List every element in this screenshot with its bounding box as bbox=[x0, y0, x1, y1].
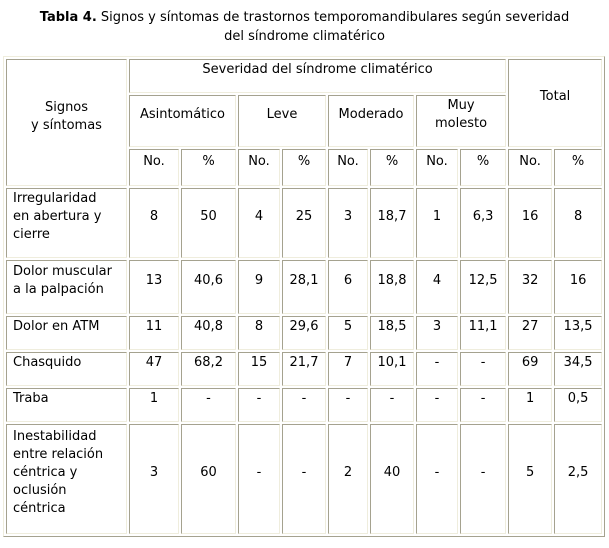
unit-header-no: No. bbox=[508, 149, 553, 186]
cell: - bbox=[460, 388, 507, 422]
cell: - bbox=[460, 424, 507, 534]
severity-header-asintomatico: Asintomático bbox=[129, 95, 236, 147]
cell: 50 bbox=[181, 188, 236, 258]
cell: 8 bbox=[129, 188, 179, 258]
signs-symptoms-table: Signos y síntomas Severidad del síndrome… bbox=[3, 56, 606, 537]
cell: - bbox=[460, 352, 507, 386]
table-caption: Tabla 4. Signos y síntomas de trastornos… bbox=[4, 8, 605, 46]
cell: 16 bbox=[508, 188, 553, 258]
table-row: Dolor en ATM 11 40,8 8 29,6 5 18,5 3 11,… bbox=[6, 316, 603, 350]
cell: - bbox=[181, 388, 236, 422]
table-row: Chasquido 47 68,2 15 21,7 7 10,1 - - 69 … bbox=[6, 352, 603, 386]
group-header-severidad: Severidad del síndrome climatérico bbox=[129, 59, 507, 93]
cell: 3 bbox=[328, 188, 368, 258]
cell: 25 bbox=[282, 188, 326, 258]
cell: 13,5 bbox=[554, 316, 603, 350]
header-row-units: No. % No. % No. % No. % No. % bbox=[6, 149, 603, 186]
cell: 1 bbox=[129, 388, 179, 422]
unit-header-no: No. bbox=[416, 149, 458, 186]
cell: 5 bbox=[508, 424, 553, 534]
cell: 4 bbox=[238, 188, 280, 258]
cell: 6,3 bbox=[460, 188, 507, 258]
cell: 15 bbox=[238, 352, 280, 386]
cell: 11 bbox=[129, 316, 179, 350]
cell: 13 bbox=[129, 260, 179, 314]
cell: 69 bbox=[508, 352, 553, 386]
cell: 27 bbox=[508, 316, 553, 350]
row-label: Inestabilidad entre relación céntrica y … bbox=[6, 424, 127, 534]
cell: 2 bbox=[328, 424, 368, 534]
unit-header-pct: % bbox=[181, 149, 236, 186]
cell: 3 bbox=[416, 316, 458, 350]
cell: 21,7 bbox=[282, 352, 326, 386]
severity-header-muy-molesto: Muy molesto bbox=[416, 95, 507, 147]
row-label: Irregularidad en abertura y cierre bbox=[6, 188, 127, 258]
cell: - bbox=[282, 424, 326, 534]
cell: 18,5 bbox=[370, 316, 414, 350]
cell: 4 bbox=[416, 260, 458, 314]
unit-header-no: No. bbox=[328, 149, 368, 186]
cell: 3 bbox=[129, 424, 179, 534]
unit-header-no: No. bbox=[129, 149, 179, 186]
header-row-group: Signos y síntomas Severidad del síndrome… bbox=[6, 59, 603, 186]
cell: 9 bbox=[238, 260, 280, 314]
severity-header-moderado: Moderado bbox=[328, 95, 414, 147]
cell: 40,8 bbox=[181, 316, 236, 350]
table-caption-number: Tabla 4. bbox=[39, 10, 97, 25]
row-label: Traba bbox=[6, 388, 127, 422]
cell: 68,2 bbox=[181, 352, 236, 386]
cell: 5 bbox=[328, 316, 368, 350]
cell: 28,1 bbox=[282, 260, 326, 314]
cell: - bbox=[238, 424, 280, 534]
cell: - bbox=[328, 388, 368, 422]
unit-header-pct: % bbox=[460, 149, 507, 186]
cell: - bbox=[416, 352, 458, 386]
cell: 2,5 bbox=[554, 424, 603, 534]
cell: - bbox=[416, 424, 458, 534]
cell: - bbox=[370, 388, 414, 422]
total-header: Total bbox=[508, 59, 603, 147]
cell: 11,1 bbox=[460, 316, 507, 350]
table-row: Dolor muscular a la palpación 13 40,6 9 … bbox=[6, 260, 603, 314]
table-row: Irregularidad en abertura y cierre 8 50 … bbox=[6, 188, 603, 258]
table-row: Traba 1 - - - - - - - 1 0,5 bbox=[6, 388, 603, 422]
header-row-severity: Asintomático Leve Moderado Muy molesto bbox=[6, 95, 602, 147]
table-row: Inestabilidad entre relación céntrica y … bbox=[6, 424, 603, 534]
table-caption-text: Signos y síntomas de trastornos temporom… bbox=[100, 10, 570, 44]
cell: - bbox=[238, 388, 280, 422]
cell: 32 bbox=[508, 260, 553, 314]
unit-header-pct: % bbox=[370, 149, 414, 186]
unit-header-no: No. bbox=[238, 149, 280, 186]
cell: 6 bbox=[328, 260, 368, 314]
cell: 29,6 bbox=[282, 316, 326, 350]
cell: 40 bbox=[370, 424, 414, 534]
cell: 8 bbox=[238, 316, 280, 350]
severity-header-leve: Leve bbox=[238, 95, 326, 147]
cell: 47 bbox=[129, 352, 179, 386]
cell: 7 bbox=[328, 352, 368, 386]
row-label: Chasquido bbox=[6, 352, 127, 386]
cell: 1 bbox=[416, 188, 458, 258]
cell: 18,7 bbox=[370, 188, 414, 258]
cell: 8 bbox=[554, 188, 603, 258]
cell: 1 bbox=[508, 388, 553, 422]
cell: 16 bbox=[554, 260, 603, 314]
row-label: Dolor muscular a la palpación bbox=[6, 260, 127, 314]
cell: 12,5 bbox=[460, 260, 507, 314]
cell: 18,8 bbox=[370, 260, 414, 314]
row-label: Dolor en ATM bbox=[6, 316, 127, 350]
cell: - bbox=[416, 388, 458, 422]
cell: - bbox=[282, 388, 326, 422]
unit-header-pct: % bbox=[282, 149, 326, 186]
corner-header-signos-y-sintomas: Signos y síntomas bbox=[6, 59, 127, 186]
unit-header-pct: % bbox=[554, 149, 603, 186]
cell: 34,5 bbox=[554, 352, 603, 386]
cell: 60 bbox=[181, 424, 236, 534]
cell: 10,1 bbox=[370, 352, 414, 386]
cell: 0,5 bbox=[554, 388, 603, 422]
cell: 40,6 bbox=[181, 260, 236, 314]
